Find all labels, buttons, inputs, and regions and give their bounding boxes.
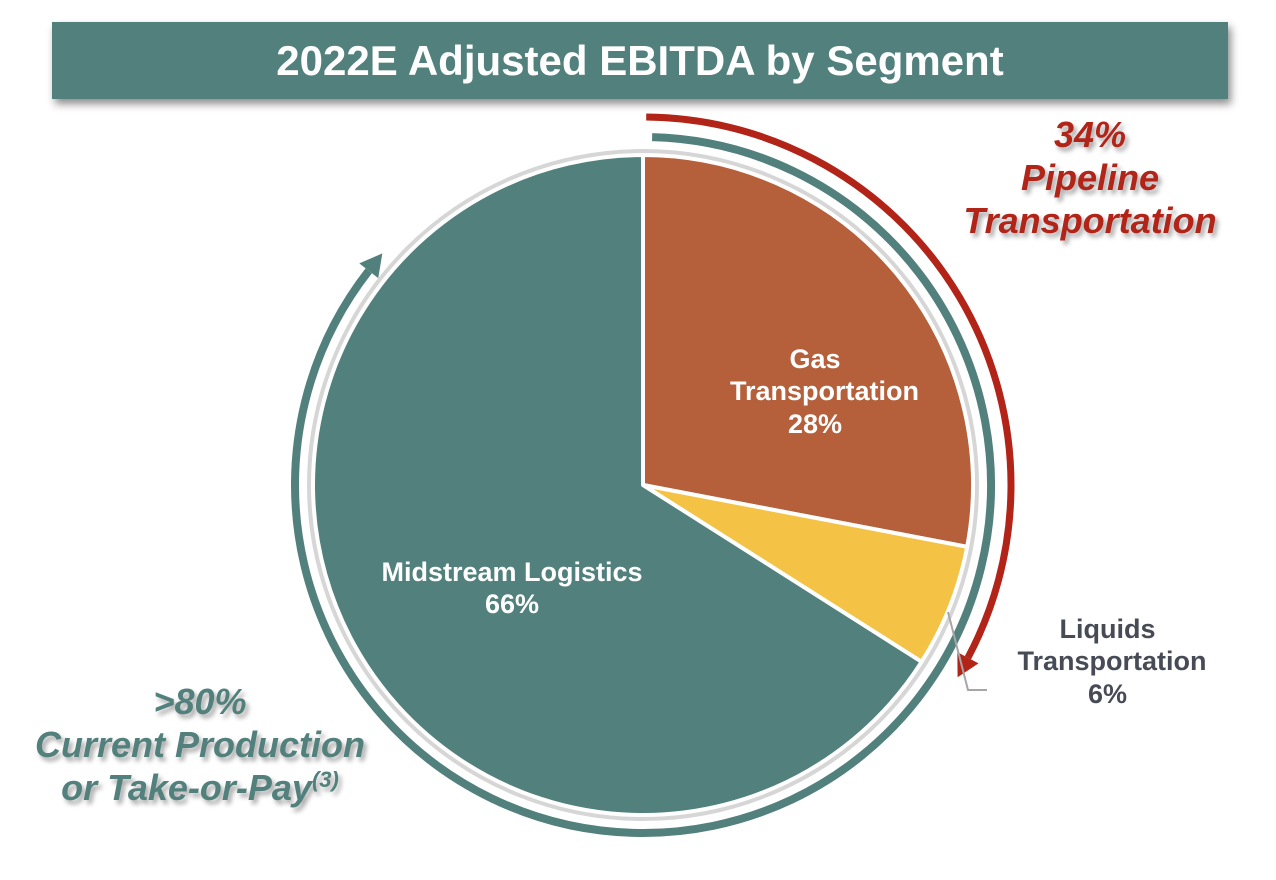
label-liquids-value: 6% (1087, 678, 1128, 709)
annotation-pipeline-text: Pipeline Transportation (963, 157, 1217, 242)
annotation-pipeline-pct: 34% (1053, 114, 1127, 155)
label-gas-name: Gas Transportation (730, 344, 920, 407)
liquids-leader-line (947, 611, 987, 691)
chart-title-bar: 2022E Adjusted EBITDA by Segment (52, 22, 1228, 99)
label-midstream-value: 66% (484, 589, 540, 620)
annotation-contracted-line2: or Take-or-Pay (61, 767, 312, 809)
pie-slice-gas-transportation (641, 153, 975, 549)
chart-title: 2022E Adjusted EBITDA by Segment (276, 36, 1004, 84)
label-gas-value: 28% (787, 408, 843, 439)
annotation-contracted: >80% Current Production or Take-or-Pay(3… (10, 680, 390, 810)
footnote-marker: (3) (311, 767, 339, 793)
contracted-arc-arrow-arrowhead (359, 253, 383, 279)
annotation-contracted-pct: >80% (153, 681, 247, 722)
pie-slice-liquids-transportation (641, 483, 970, 664)
label-gas: Gas Transportation 28% (690, 343, 940, 440)
label-midstream-name: Midstream Logistics (381, 557, 643, 587)
pie-shadow-ring (307, 149, 979, 821)
pie-slice-midstream-logistics (311, 153, 924, 817)
contracted-arc-arrow (291, 133, 995, 837)
annotation-pipeline: 34% Pipeline Transportation (940, 113, 1240, 243)
label-liquids: Liquids Transportation 6% (985, 613, 1230, 710)
pipeline-arc-arrow (646, 113, 1015, 660)
label-midstream: Midstream Logistics 66% (352, 556, 672, 621)
annotation-contracted-line1: Current Production (35, 724, 365, 766)
label-liquids-name: Liquids Transportation (1017, 614, 1207, 677)
